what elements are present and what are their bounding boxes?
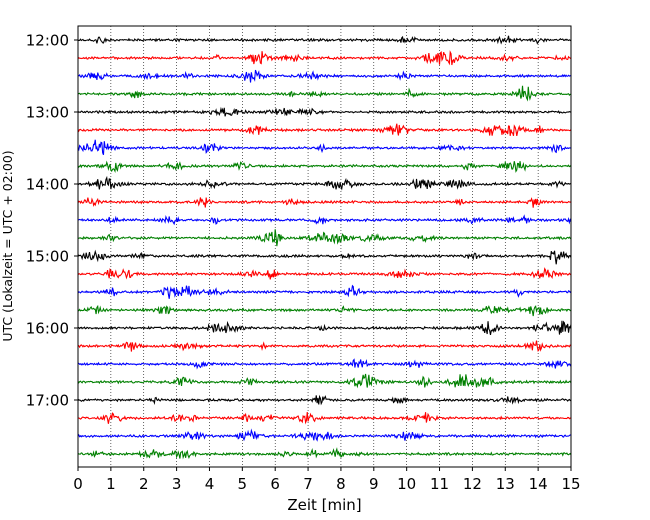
trace-1615	[77, 340, 572, 353]
trace-1400	[77, 175, 572, 191]
x-tick-label: 11	[430, 475, 449, 493]
trace-1645	[77, 373, 572, 389]
trace-1330	[77, 139, 572, 156]
y-tick-label: 14:00	[26, 176, 69, 194]
trace-1415	[77, 197, 572, 208]
trace-1515	[77, 267, 572, 280]
trace-1245	[77, 85, 572, 102]
trace-1500	[77, 249, 572, 265]
x-tick-label: 13	[496, 475, 515, 493]
y-axis-label: UTC (Lokalzeit = UTC + 02:00)	[0, 150, 15, 341]
y-tick-label: 12:00	[26, 32, 69, 50]
x-tick-label: 0	[73, 475, 83, 493]
trace-1745	[77, 447, 572, 460]
trace-1345	[77, 160, 572, 174]
trace-1730	[77, 428, 572, 442]
x-tick-label: 4	[205, 475, 215, 493]
x-tick-label: 3	[172, 475, 182, 493]
x-tick-label: 15	[561, 475, 580, 493]
trace-1600	[77, 320, 572, 336]
seismogram-traces	[77, 35, 572, 460]
trace-1230	[77, 69, 572, 83]
plot-frame	[77, 25, 572, 468]
trace-1715	[77, 412, 572, 425]
trace-1700	[77, 394, 572, 406]
x-tick-label: 1	[106, 475, 116, 493]
trace-1215	[77, 50, 572, 66]
trace-1445	[77, 229, 572, 247]
x-tick-label: 10	[397, 475, 416, 493]
x-tick-label: 6	[270, 475, 280, 493]
trace-1430	[77, 214, 572, 226]
y-tick-label: 17:00	[26, 392, 69, 410]
x-tick-label: 14	[529, 475, 548, 493]
y-tick-label: 13:00	[26, 104, 69, 122]
x-tick-label: 2	[139, 475, 149, 493]
y-axis-ticks: 12:00 13:00 14:00 15:00 16:00 17:00	[26, 32, 78, 410]
trace-1300	[77, 106, 572, 117]
x-tick-label: 7	[303, 475, 313, 493]
trace-1545	[77, 304, 572, 317]
trace-1530	[77, 284, 572, 299]
x-axis-label: Zeit [min]	[287, 496, 361, 514]
y-tick-label: 16:00	[26, 320, 69, 338]
x-axis-ticks: 0 1 2 3 4 5 6 7 8 9 10 11 12 13 14 15	[73, 467, 581, 493]
x-tick-label: 5	[238, 475, 248, 493]
trace-1200	[77, 35, 572, 45]
y-tick-label: 15:00	[26, 248, 69, 266]
x-tick-label: 12	[463, 475, 482, 493]
trace-1315	[77, 123, 572, 137]
trace-1630	[77, 358, 572, 370]
x-tick-label: 9	[369, 475, 379, 493]
x-tick-label: 8	[336, 475, 346, 493]
